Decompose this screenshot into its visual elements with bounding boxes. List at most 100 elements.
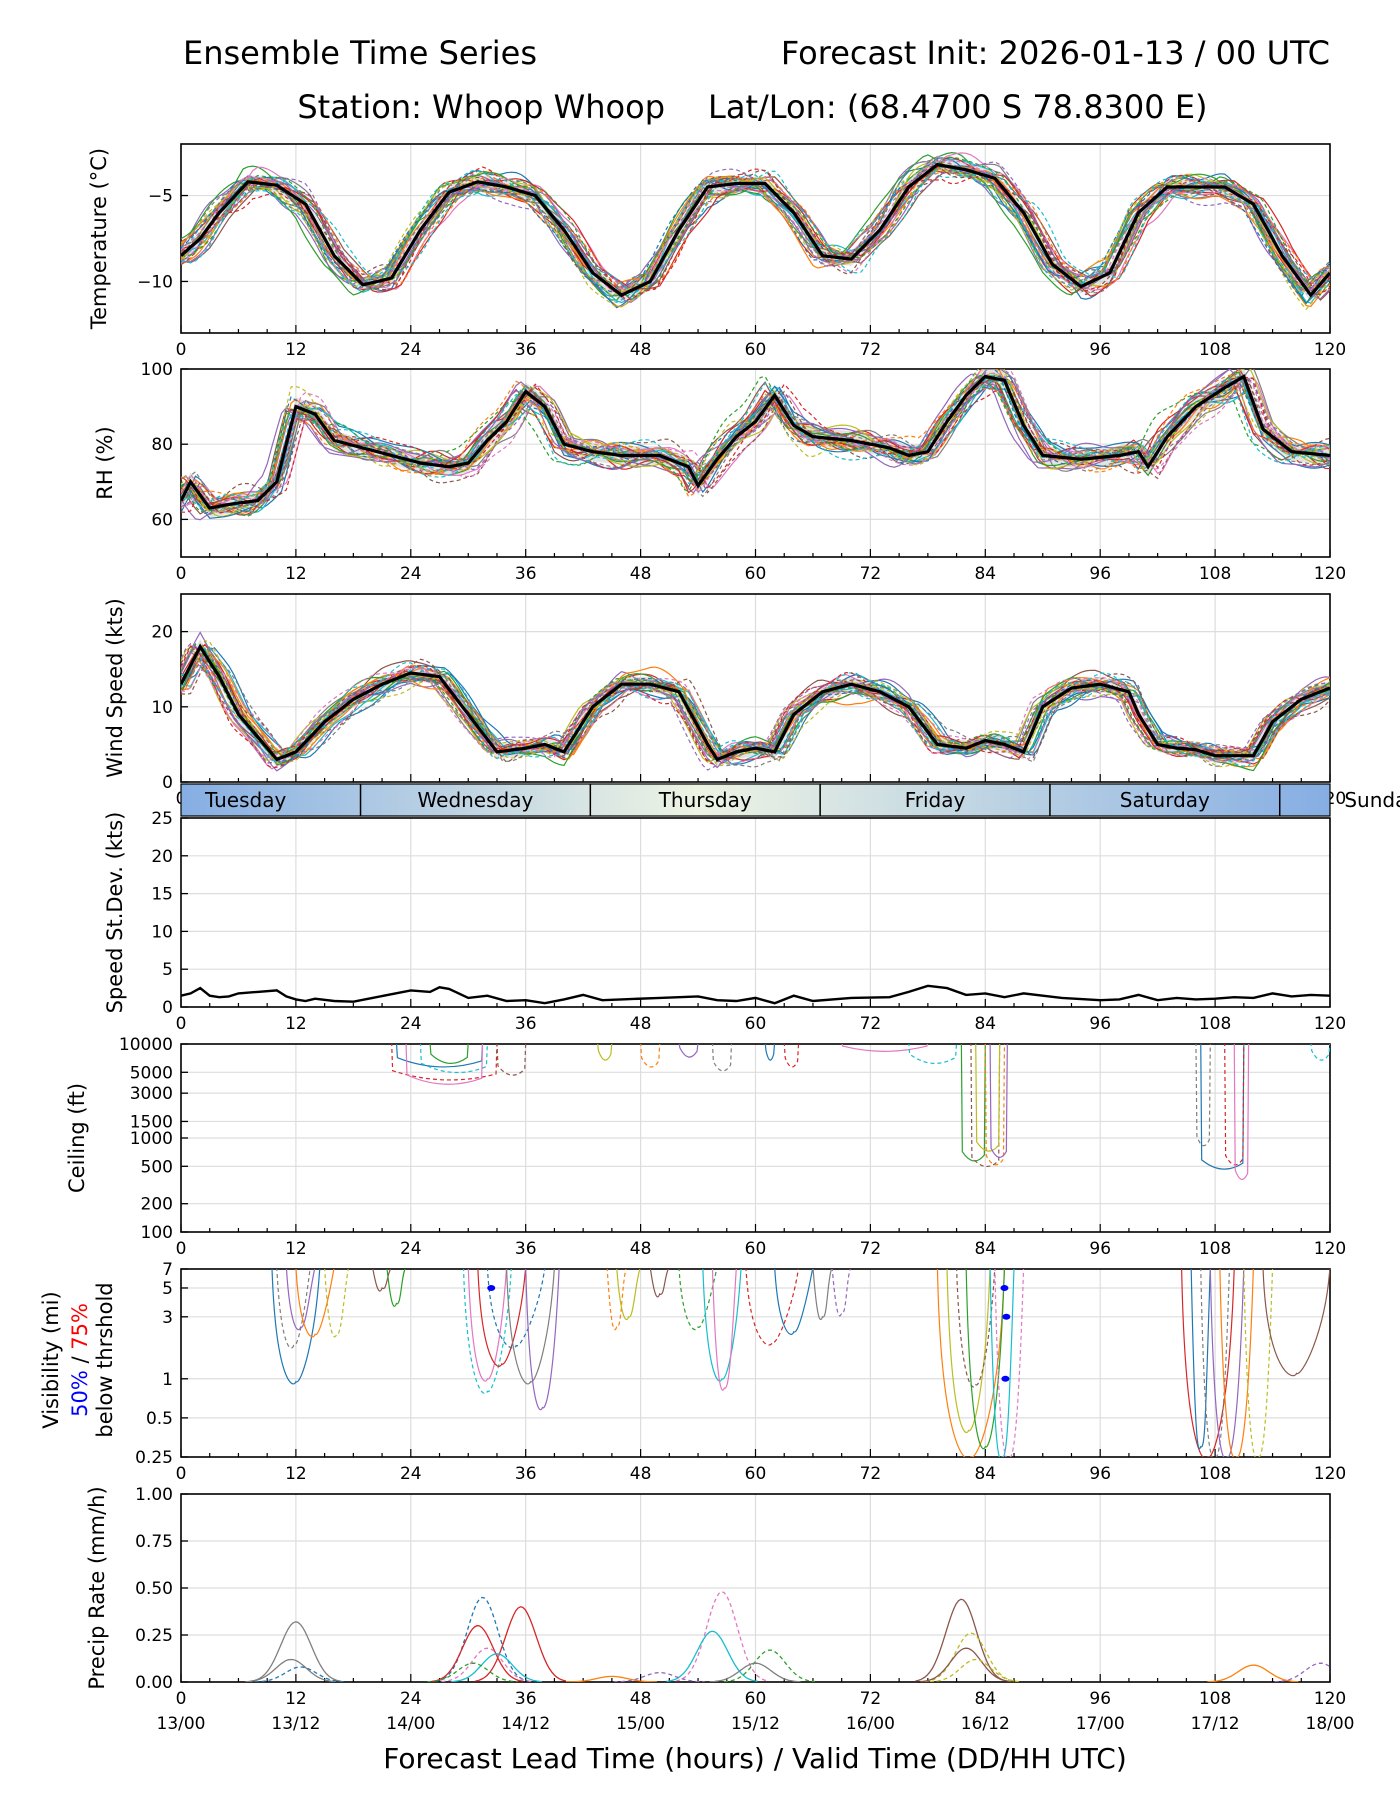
rh-member-line [181, 369, 1330, 515]
wind-speed-panel: 0102001224364860728496108120Wind Speed (… [103, 593, 1346, 809]
precip-member-line [427, 1662, 519, 1682]
temperature-xtick-label: 72 [860, 340, 882, 360]
ceiling-member-line [989, 1044, 1008, 1158]
precip_rate-xtick-label: 72 [860, 1689, 882, 1709]
visibility-panel: 0.25 0.5 1 3 57 0 12 24 36 48 60 72 84 96 108 120 [135, 1260, 1346, 1484]
visibility-member-line [616, 1269, 641, 1321]
precip-member-line [666, 1630, 758, 1682]
visibility-ytick-label: 0.5 [146, 1409, 173, 1429]
wind_speed-member-line [181, 640, 1330, 767]
precip_rate-ytick-label: 0.00 [135, 1673, 173, 1693]
rh-member-line [181, 376, 1330, 503]
temperature-xtick-label: 0 [176, 340, 187, 360]
precip-member-line [915, 1598, 1007, 1682]
ceiling-member-line [405, 1044, 484, 1085]
ceiling-member-line [1195, 1044, 1211, 1147]
temperature-member-line [181, 170, 1330, 303]
day-band-label: Saturday [1120, 788, 1210, 812]
visibility-ytick-label: 1 [162, 1370, 173, 1390]
speed_stdev-xtick-label: 48 [630, 1014, 652, 1034]
precip-rate-panel: 0.00 0.25 0.50 0.75 1.00 0 12 24 36 48 60 72 84 96 108… [85, 1485, 1355, 1734]
rh-member-line [181, 373, 1330, 499]
wind_speed-member-line [181, 642, 1330, 771]
speed_stdev-ytick-label: 20 [151, 847, 173, 867]
visibility-member-line [678, 1269, 718, 1331]
visibility-xtick-label: 72 [860, 1464, 882, 1484]
ceiling-xtick-label: 48 [630, 1239, 652, 1259]
speed_stdev-xtick-label: 0 [176, 1014, 187, 1034]
x-axis-label: Forecast Lead Time (hours) / Valid Time … [383, 1742, 1127, 1775]
rh-gridlines [180, 368, 1331, 557]
precip_rate-ytick-label: 0.75 [135, 1532, 173, 1552]
wind_speed-ensemble-mean [181, 643, 1330, 762]
visibility-xtick-label: 12 [285, 1464, 307, 1484]
rh-ylabel: RH (%) [93, 426, 117, 499]
visibility-member-line [486, 1269, 546, 1349]
visibility-member-line [649, 1269, 669, 1298]
temperature-member-line [181, 165, 1330, 294]
rh-xtick-label: 24 [400, 564, 422, 584]
temperature-panel: −10 −5 0 12 24 36 48 60 72 84 96 108 120 Temperature … [87, 143, 1346, 360]
precip-member-line [565, 1675, 657, 1682]
day-band-label: Sunday [1344, 788, 1400, 812]
temperature-ytick-label: −5 [148, 187, 173, 207]
temperature-xtick-label: 96 [1089, 340, 1111, 360]
visibility-ylabel-line1: Visibility (mi) [39, 1291, 63, 1428]
ceiling-xtick-label: 36 [515, 1239, 537, 1259]
visibility-member-line [1262, 1269, 1330, 1377]
visibility-member-line [1219, 1269, 1254, 1457]
rh-member-line [181, 369, 1330, 512]
rh-ytick-label: 60 [151, 510, 173, 530]
wind_speed-member-line [181, 645, 1330, 769]
visibility-ytick-label: 0.25 [135, 1448, 173, 1468]
ceiling-xtick-label: 108 [1199, 1239, 1231, 1259]
ceiling-member-line [970, 1044, 1001, 1168]
temperature-xtick-label: 84 [974, 340, 996, 360]
visibility-member-line [812, 1269, 833, 1321]
precip_rate-gridlines [180, 1493, 1331, 1683]
speed_stdev-xtick-label: 84 [974, 1014, 996, 1034]
visibility-50pct-marker [1001, 1375, 1010, 1382]
visibility-ylabel: Visibility (mi) [39, 1291, 63, 1428]
visibility-ytick-label: 3 [162, 1308, 173, 1328]
temperature-ensemble-mean [181, 162, 1330, 298]
ceiling-member-line [391, 1044, 498, 1081]
speed-stdev-line [180, 984, 1331, 1005]
day-band-label: Thursday [658, 788, 752, 812]
valid-time-label: 18/00 [1306, 1714, 1355, 1734]
visibility-xtick-label: 96 [1089, 1464, 1111, 1484]
ceiling-member-line [960, 1044, 986, 1162]
ceiling-member-line [496, 1044, 527, 1076]
precip_rate-xtick-label: 24 [400, 1689, 422, 1709]
precip_rate-xtick-label: 36 [515, 1689, 537, 1709]
ceiling-gridlines [180, 1043, 1331, 1233]
precip_rate-xtick-label: 96 [1089, 1689, 1111, 1709]
precip-member-line [431, 1624, 523, 1682]
visibility-ylabel-pct50: 50% [68, 1370, 92, 1417]
ceiling-xtick-label: 0 [176, 1239, 187, 1259]
day-band-frame [180, 783, 1331, 817]
rh-xtick-label: 72 [860, 564, 882, 584]
ceiling-member-line [975, 1044, 1001, 1152]
precip-member-line [929, 1658, 1021, 1682]
wind_speed-ytick-label: 10 [151, 698, 173, 718]
speed_stdev-xtick-label: 60 [745, 1014, 767, 1034]
wind_speed-member-line [181, 644, 1330, 768]
visibility-ylabel-slash: / [68, 1350, 92, 1370]
visibility-member-line [606, 1269, 627, 1331]
ceiling-ytick-label: 5000 [130, 1063, 173, 1083]
wind_speed-ytick-label: 20 [151, 623, 173, 643]
rh-member-line [181, 382, 1330, 508]
rh-xtick-label: 84 [974, 564, 996, 584]
precip-member-line [254, 1666, 346, 1682]
visibility-member-line [506, 1269, 555, 1385]
precip-member-line [709, 1662, 801, 1682]
temperature-member-line [181, 156, 1330, 298]
precip_rate-xtick-label: 48 [630, 1689, 652, 1709]
visibility-xtick-label: 60 [745, 1464, 767, 1484]
visibility-member-line [702, 1269, 742, 1382]
precip-member-line [613, 1671, 705, 1682]
ceiling-ytick-label: 10000 [119, 1035, 173, 1055]
